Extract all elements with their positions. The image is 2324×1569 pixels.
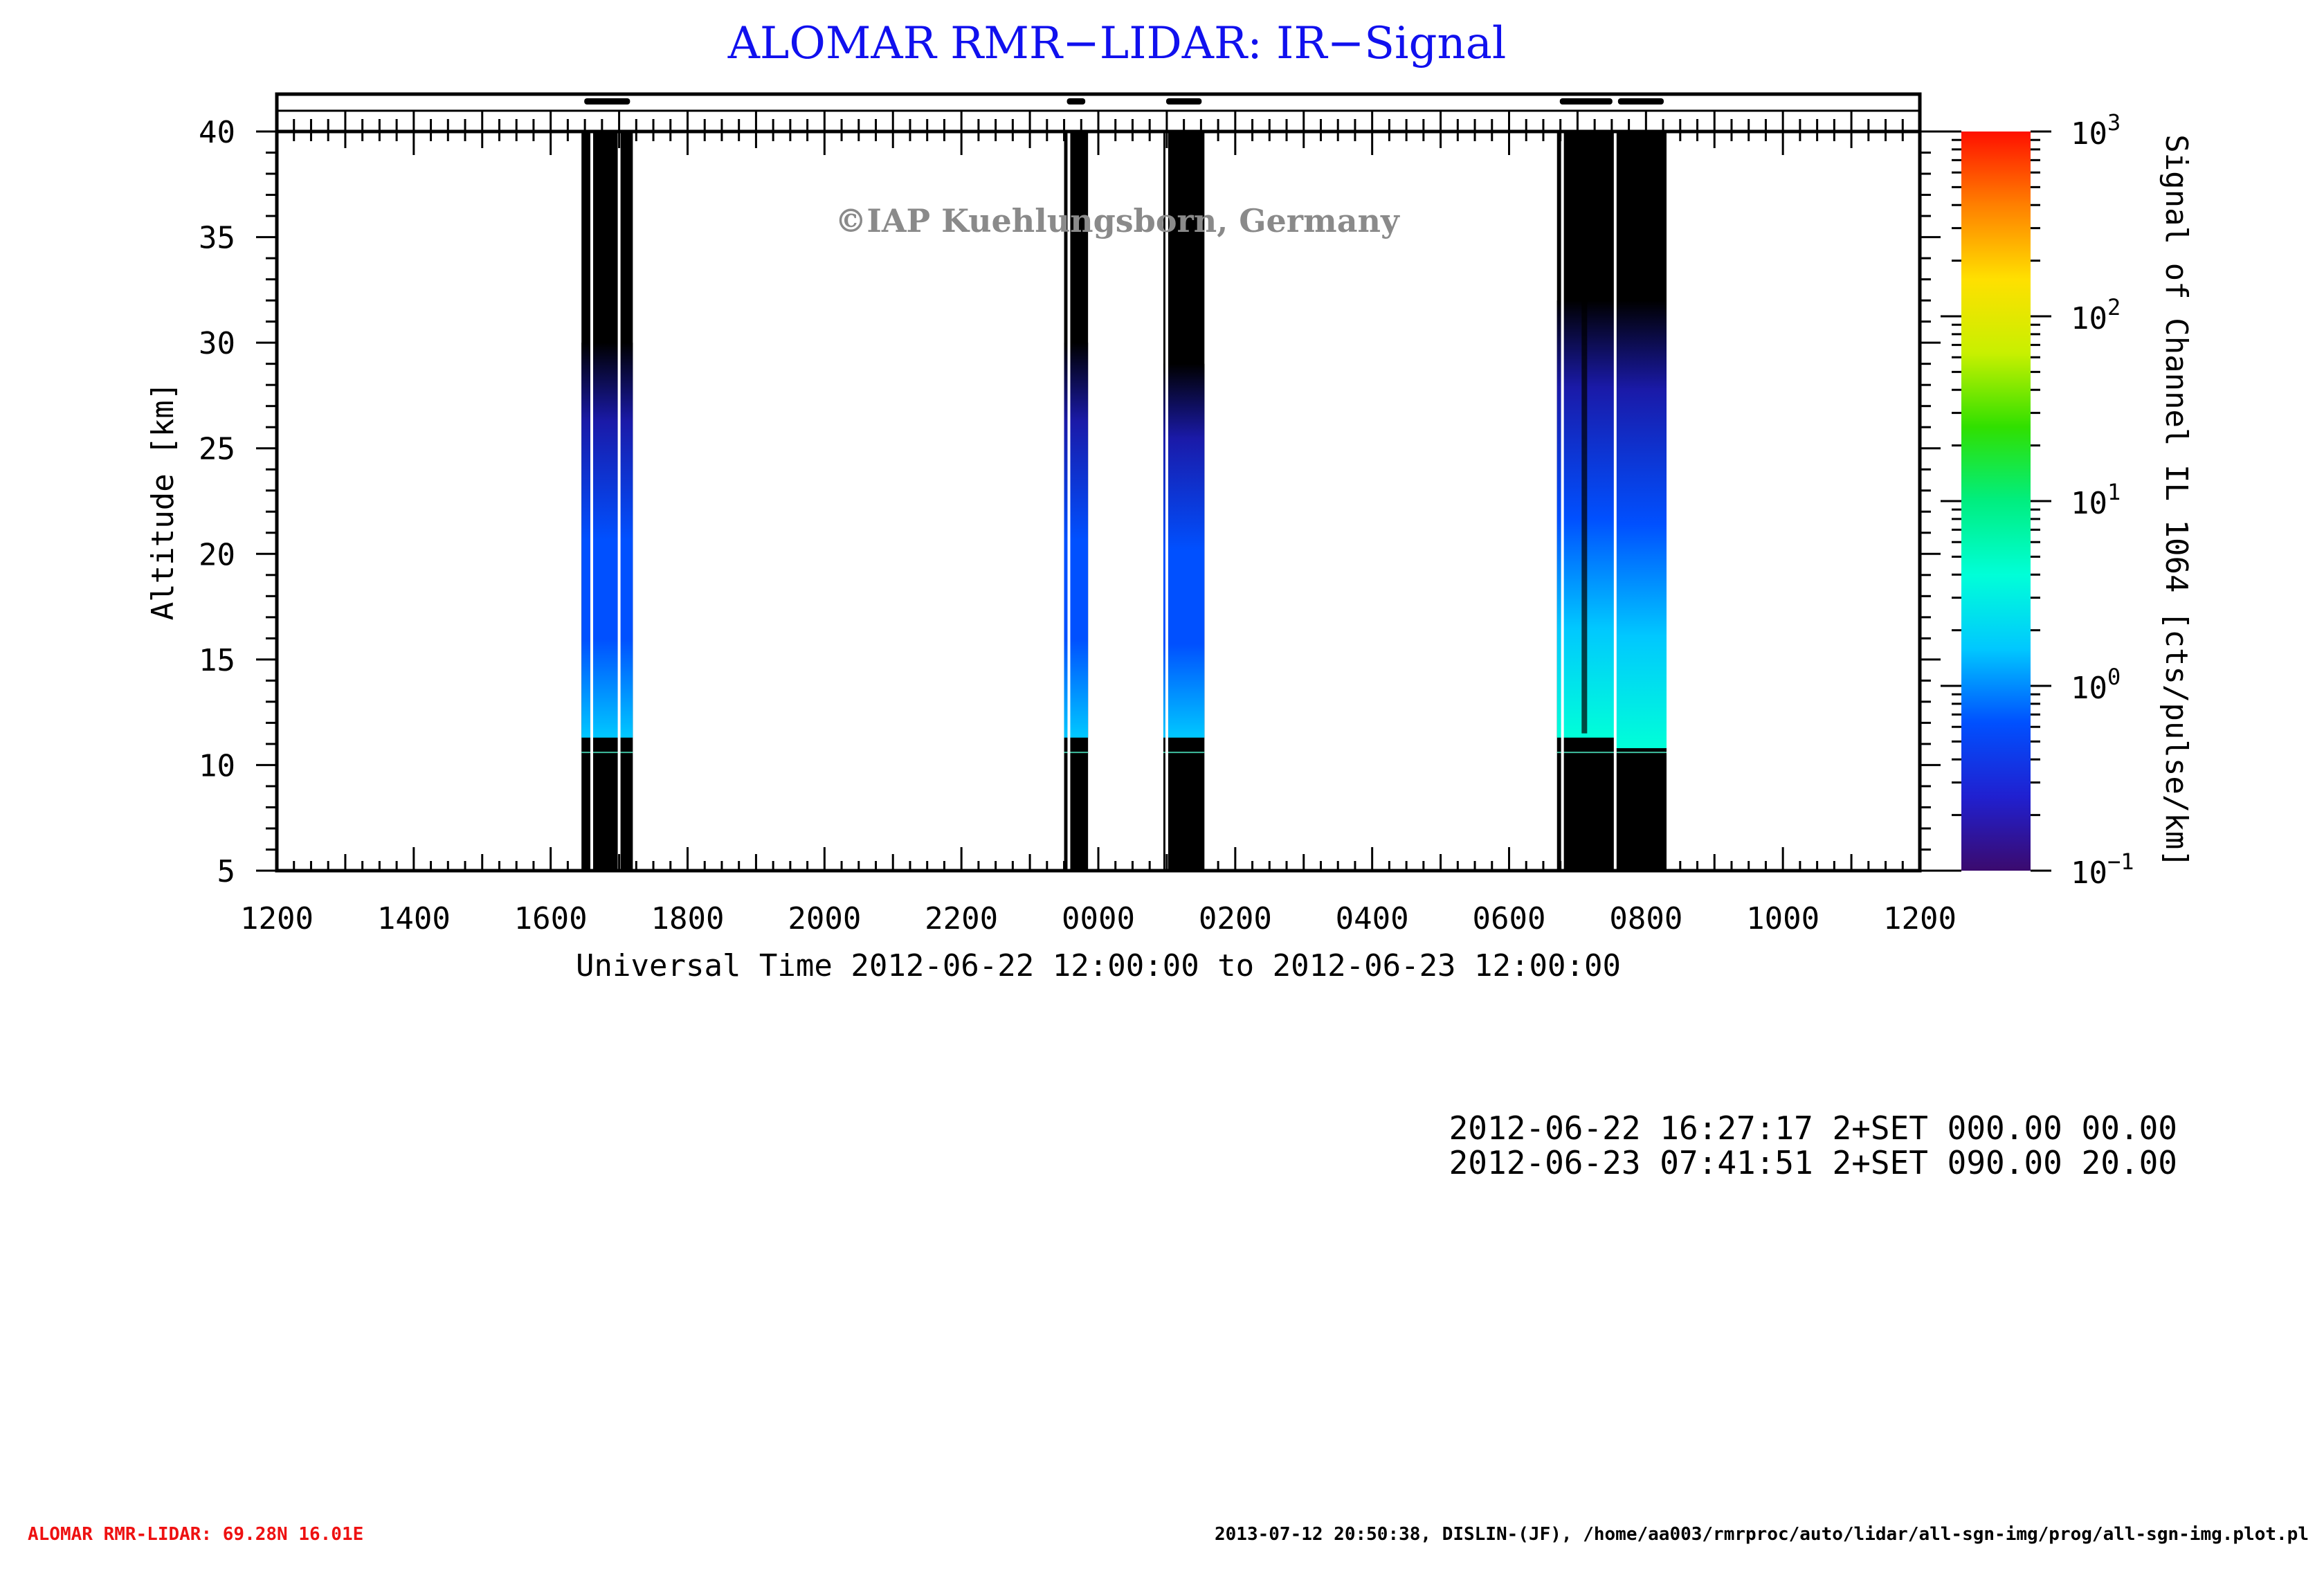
info-line-1: 2012-06-22 16:27:17 2+SET 000.00 00.00 <box>1449 1109 2177 1147</box>
colorbar-tick-label: 10−1 <box>2071 849 2134 891</box>
x-tick-label: 0200 <box>1199 901 1272 936</box>
colorbar-tick-label: 102 <box>2071 294 2121 336</box>
copyright-watermark: ©IAP Kuehlungsborn, Germany <box>835 202 1400 239</box>
x-tick-label: 1200 <box>1883 901 1957 936</box>
measurement-strip-marks <box>584 98 1664 105</box>
strip-mark <box>1617 98 1664 105</box>
signal-column <box>1615 300 1667 749</box>
x-axis-label: Universal Time 2012-06-22 12:00:00 to 20… <box>576 948 1621 983</box>
footer-provenance: 2013-07-12 20:50:38, DISLIN-(JF), /home/… <box>1215 1524 2309 1545</box>
x-tick-label: 1200 <box>240 901 314 936</box>
x-tick-label: 1400 <box>377 901 451 936</box>
colorbar-label: Signal of Channel IL 1064 [cts/pulse/km] <box>2159 134 2194 868</box>
colorbar-tick-label: 103 <box>2071 109 2121 152</box>
plot-frame <box>275 129 1922 873</box>
x-tick-label: 0600 <box>1473 901 1546 936</box>
chart-title: ALOMAR RMR−LIDAR: IR−Signal <box>727 18 1507 69</box>
strip-mark <box>1559 98 1613 105</box>
x-tick-label: 0000 <box>1062 901 1135 936</box>
x-tick-label: 0400 <box>1336 901 1409 936</box>
colorbar <box>1961 131 2031 871</box>
y-tick-label: 40 <box>199 115 235 150</box>
y-tick-label: 20 <box>199 537 235 572</box>
x-tick-label: 1800 <box>651 901 725 936</box>
y-tick-label: 15 <box>199 643 235 678</box>
y-tick-label: 35 <box>199 221 235 256</box>
x-tick-label: 2000 <box>788 901 861 936</box>
colorbar-tick-label: 101 <box>2071 479 2121 521</box>
signal-column <box>1163 363 1205 738</box>
x-tick-label: 1000 <box>1746 901 1819 936</box>
y-tick-label: 10 <box>199 748 235 783</box>
x-tick-label: 0800 <box>1609 901 1682 936</box>
y-axis-label: Altitude [km] <box>145 382 181 620</box>
colorbar-tick-label: 100 <box>2071 664 2121 706</box>
y-tick-label: 30 <box>199 326 235 361</box>
strip-mark <box>1066 98 1086 105</box>
x-axis: 1200 1400 1600 1800 2000 2200 0000 0200 0400 0600… <box>240 131 1957 936</box>
x-tick-label: 1600 <box>514 901 588 936</box>
colorbar-ticks: 10−1 100 101 102 103 <box>1941 109 2134 891</box>
footer-location: ALOMAR RMR-LIDAR: 69.28N 16.01E <box>28 1524 363 1545</box>
strip-mark <box>1165 98 1202 105</box>
strip-mark <box>584 98 630 105</box>
time-strip-ticks <box>275 109 1921 131</box>
y-axis: 5 10 15 20 25 30 35 40 <box>199 115 1941 889</box>
info-line-2: 2012-06-23 07:41:51 2+SET 090.00 20.00 <box>1449 1144 2177 1181</box>
heatmap-layer <box>581 131 1667 871</box>
signal-column <box>581 343 633 738</box>
y-tick-label: 25 <box>199 432 235 467</box>
y-tick-label: 5 <box>217 854 236 889</box>
x-tick-label: 2200 <box>925 901 998 936</box>
